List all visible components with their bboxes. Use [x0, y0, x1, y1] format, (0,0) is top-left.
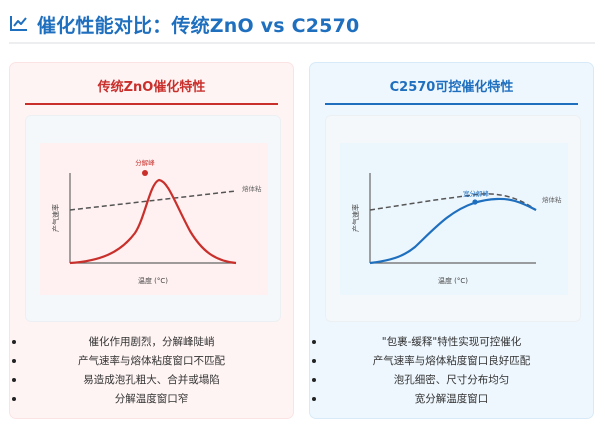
zno-rate-curve	[69, 178, 237, 265]
c2570-chart: 宽分解峰 熔体粘 温度 (°C) 产气速率	[340, 143, 568, 295]
c2570-chart-container: 宽分解峰 熔体粘 温度 (°C) 产气速率	[325, 115, 581, 322]
c2570-card: C2570可控催化特性 宽分解峰 熔体粘 温度 (°C) 产气速率 "包裹-缓释…	[309, 62, 594, 419]
list-item: "包裹-缓释"特性实现可控催化	[310, 333, 593, 352]
line-chart-icon	[10, 16, 27, 31]
list-item: 分解温度窗口窄	[10, 390, 293, 409]
reference-label: 熔体粘	[542, 195, 562, 204]
bullet-icon	[12, 359, 16, 363]
zno-feature-list: 催化作用剧烈，分解峰陡峭 产气速率与熔体粘度窗口不匹配 易造成泡孔粗大、合并或塌…	[10, 333, 293, 409]
zno-chart: 分解峰 熔体粘 温度 (°C) 产气速率	[40, 143, 268, 295]
bullet-icon	[12, 378, 16, 382]
peak-label: 宽分解峰	[463, 189, 490, 198]
page-header: 催化性能对比：传统ZnO vs C2570	[9, 6, 595, 44]
bullet-icon	[312, 378, 316, 382]
zno-chart-container: 分解峰 熔体粘 温度 (°C) 产气速率	[25, 115, 281, 322]
list-item: 产气速率与熔体粘度窗口不匹配	[10, 352, 293, 371]
list-item: 易造成泡孔粗大、合并或塌陷	[10, 371, 293, 390]
peak-label: 分解峰	[135, 158, 155, 167]
melt-viscosity-line	[69, 190, 237, 211]
bullet-icon	[312, 340, 316, 344]
x-axis-label: 温度 (°C)	[138, 276, 168, 285]
list-item: 产气速率与熔体粘度窗口良好匹配	[310, 352, 593, 371]
bullet-icon	[312, 397, 316, 401]
list-item: 宽分解温度窗口	[310, 390, 593, 409]
bullet-icon	[12, 397, 16, 401]
peak-marker	[472, 199, 478, 205]
y-axis-label: 产气速率	[351, 204, 360, 232]
list-item: 催化作用剧烈，分解峰陡峭	[10, 333, 293, 352]
reference-label: 熔体粘	[242, 184, 262, 193]
list-item: 泡孔细密、尺寸分布均匀	[310, 371, 593, 390]
bullet-icon	[312, 359, 316, 363]
zno-card: 传统ZnO催化特性 分解峰 熔体粘 温度 (°C) 产气速率 催化作用剧烈，分解…	[9, 62, 294, 419]
bullet-icon	[12, 340, 16, 344]
card-title: 传统ZnO催化特性	[25, 75, 278, 105]
c2570-feature-list: "包裹-缓释"特性实现可控催化 产气速率与熔体粘度窗口良好匹配 泡孔细密、尺寸分…	[310, 333, 593, 409]
page-title: 催化性能对比：传统ZnO vs C2570	[37, 14, 360, 37]
card-title: C2570可控催化特性	[325, 75, 578, 105]
peak-marker	[142, 170, 148, 176]
y-axis-label: 产气速率	[51, 204, 60, 232]
x-axis-label: 温度 (°C)	[438, 276, 468, 285]
